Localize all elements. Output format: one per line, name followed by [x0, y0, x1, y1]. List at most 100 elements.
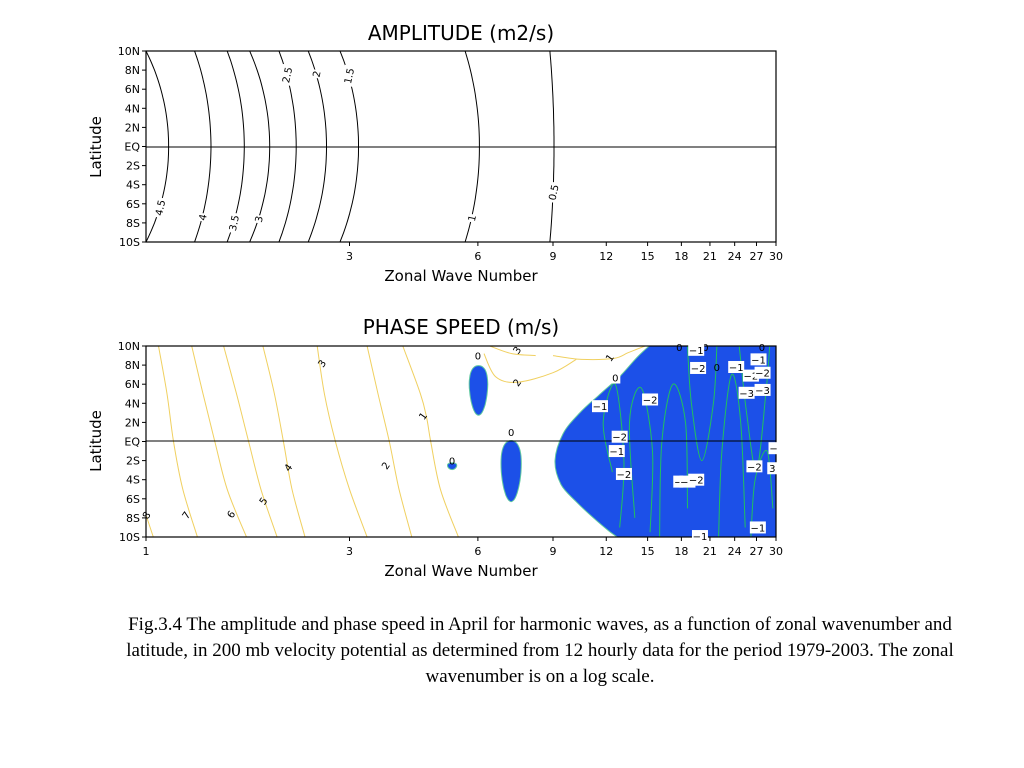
phase-speed-x-tick-label: 18: [674, 545, 688, 558]
positive-speed-contour-line: [489, 346, 536, 357]
negative-speed-blob-6n: [468, 365, 489, 416]
amplitude-x-axis: 3 6 9 12 15 18 21 24 27 30: [346, 242, 783, 263]
amplitude-x-tick-label: 9: [549, 250, 556, 263]
phase-speed-y-tick-label: 8S: [126, 512, 140, 525]
svg-text:−1: −1: [693, 532, 708, 543]
amplitude-contour-label: 3.5: [225, 211, 242, 234]
svg-text:3.5: 3.5: [228, 214, 242, 232]
negative-speed-contour-line: [750, 449, 774, 537]
svg-text:−2: −2: [744, 372, 759, 383]
zero-contour-label: 0: [714, 363, 720, 374]
svg-text:−3: −3: [755, 386, 770, 397]
positive-speed-contour-label: 2: [380, 460, 393, 472]
svg-text:1: 1: [417, 411, 430, 423]
amplitude-y-tick-label: 4S: [126, 179, 140, 192]
zero-contour-label: 0: [508, 428, 514, 439]
phase-speed-y-axis: 10N 8N 6N 4N 2N EQ 2S 4S 6S 8S 10S: [118, 340, 146, 544]
amplitude-x-tick-label: 18: [674, 250, 688, 263]
svg-text:4.5: 4.5: [154, 199, 168, 217]
phase-speed-y-tick-label: 2N: [125, 416, 140, 429]
phase-speed-x-tick-label: 24: [728, 545, 742, 558]
amplitude-y-tick-label: 10N: [118, 45, 140, 58]
svg-text:−1: −1: [689, 346, 704, 357]
svg-text:−3: −3: [739, 389, 754, 400]
positive-speed-contour-label: 4: [283, 462, 296, 474]
svg-text:4: 4: [283, 462, 296, 474]
zero-contour-label: 0: [759, 343, 765, 354]
amplitude-y-tick-label: 6N: [125, 83, 140, 96]
negative-speed-contour-label: −1: [749, 521, 766, 534]
svg-text:−1: −1: [593, 402, 608, 413]
phase-speed-x-tick-label: 3: [346, 545, 353, 558]
phase-speed-y-axis-title: Latitude: [87, 410, 105, 472]
svg-text:3: 3: [769, 464, 775, 475]
svg-text:5: 5: [258, 496, 271, 508]
positive-speed-contour-label: 3: [316, 358, 329, 370]
amplitude-x-tick-label: 30: [769, 250, 783, 263]
svg-text:−2: −2: [691, 364, 706, 375]
amplitude-contour-label: 4.5: [151, 196, 168, 219]
svg-text:−1: −1: [680, 478, 695, 489]
phase-speed-x-tick-label: 12: [599, 545, 613, 558]
amplitude-contour-label: 4: [195, 212, 210, 223]
phase-speed-y-tick-label: 10N: [118, 340, 140, 353]
phase-speed-x-tick-label: 30: [769, 545, 783, 558]
positive-speed-contour-label: 5: [258, 496, 271, 508]
negative-speed-contour-label: −1: [728, 361, 745, 374]
positive-speed-contour-label: 7: [181, 510, 194, 522]
negative-speed-contour-label: −1: [688, 343, 705, 357]
svg-text:1: 1: [467, 214, 479, 223]
negative-speed-contour-label: −2: [611, 430, 628, 444]
phase-speed-y-tick-label: 2S: [126, 455, 140, 468]
svg-text:4: 4: [198, 213, 210, 222]
phase-speed-x-tick-label: 1: [143, 545, 150, 558]
svg-text:−2: −2: [689, 476, 704, 487]
amplitude-contour-label: 0.5: [545, 181, 562, 204]
amplitude-title: AMPLITUDE (m2/s): [368, 21, 554, 45]
negative-speed-contour-label: −2: [642, 393, 659, 406]
phase-speed-y-tick-label: 4S: [126, 474, 140, 487]
negative-speed-contour-line: [687, 346, 718, 462]
zero-contour-label: 0: [676, 343, 682, 354]
zero-contour-label: 0: [449, 457, 455, 468]
amplitude-y-axis-title: Latitude: [87, 116, 105, 178]
phase-speed-x-tick-label: 6: [474, 545, 481, 558]
svg-text:7: 7: [181, 510, 194, 522]
negative-speed-contour-label: −2: [690, 361, 707, 375]
svg-text:−: −: [674, 478, 682, 489]
negative-speed-contour-label: −1: [691, 530, 708, 543]
negative-speed-contour-label: −2: [615, 467, 632, 481]
negative-speed-blob-small: [447, 462, 458, 471]
negative-speed-contour-label: −3: [738, 386, 755, 400]
svg-text:−1: −1: [729, 363, 744, 374]
amplitude-y-tick-label: EQ: [124, 141, 140, 154]
svg-text:3: 3: [512, 345, 525, 357]
amplitude-x-tick-label: 3: [346, 250, 353, 263]
amplitude-x-tick-label: 21: [703, 250, 717, 263]
negative-speed-contour-line: [602, 382, 625, 528]
zero-contour-label: 0: [475, 352, 481, 363]
phase-speed-title: PHASE SPEED (m/s): [363, 315, 560, 339]
amplitude-y-axis: 10N 8N 6N 4N 2N EQ 2S 4S 6S 8S 10S: [118, 45, 146, 249]
positive-speed-contour-line: [483, 353, 577, 383]
phase-speed-y-tick-label: 8N: [125, 359, 140, 372]
amplitude-x-tick-label: 15: [641, 250, 655, 263]
phase-speed-x-axis: 1 3 6 9 12 15 18 21 24 27 30: [143, 537, 783, 558]
positive-speed-contour-line: [552, 346, 646, 361]
positive-speed-contour-label: 8: [141, 510, 154, 522]
svg-text:−2: −2: [755, 369, 770, 380]
positive-speed-contour-label: 6: [226, 509, 239, 521]
svg-text:3: 3: [316, 358, 329, 370]
amplitude-y-tick-label: 2N: [125, 121, 140, 134]
negative-speed-contour-label: −: [673, 475, 684, 489]
amplitude-contour-label: 2: [309, 68, 324, 80]
phase-speed-y-tick-label: EQ: [124, 436, 140, 449]
svg-text:2.5: 2.5: [281, 66, 295, 84]
phase-speed-x-tick-label: 21: [703, 545, 717, 558]
amplitude-y-tick-label: 10S: [119, 236, 140, 249]
negative-speed-blob-eq: [500, 439, 522, 503]
amplitude-contour-label: 3: [251, 213, 266, 225]
svg-text:2: 2: [512, 377, 525, 389]
phase-speed-x-tick-label: 27: [749, 545, 763, 558]
